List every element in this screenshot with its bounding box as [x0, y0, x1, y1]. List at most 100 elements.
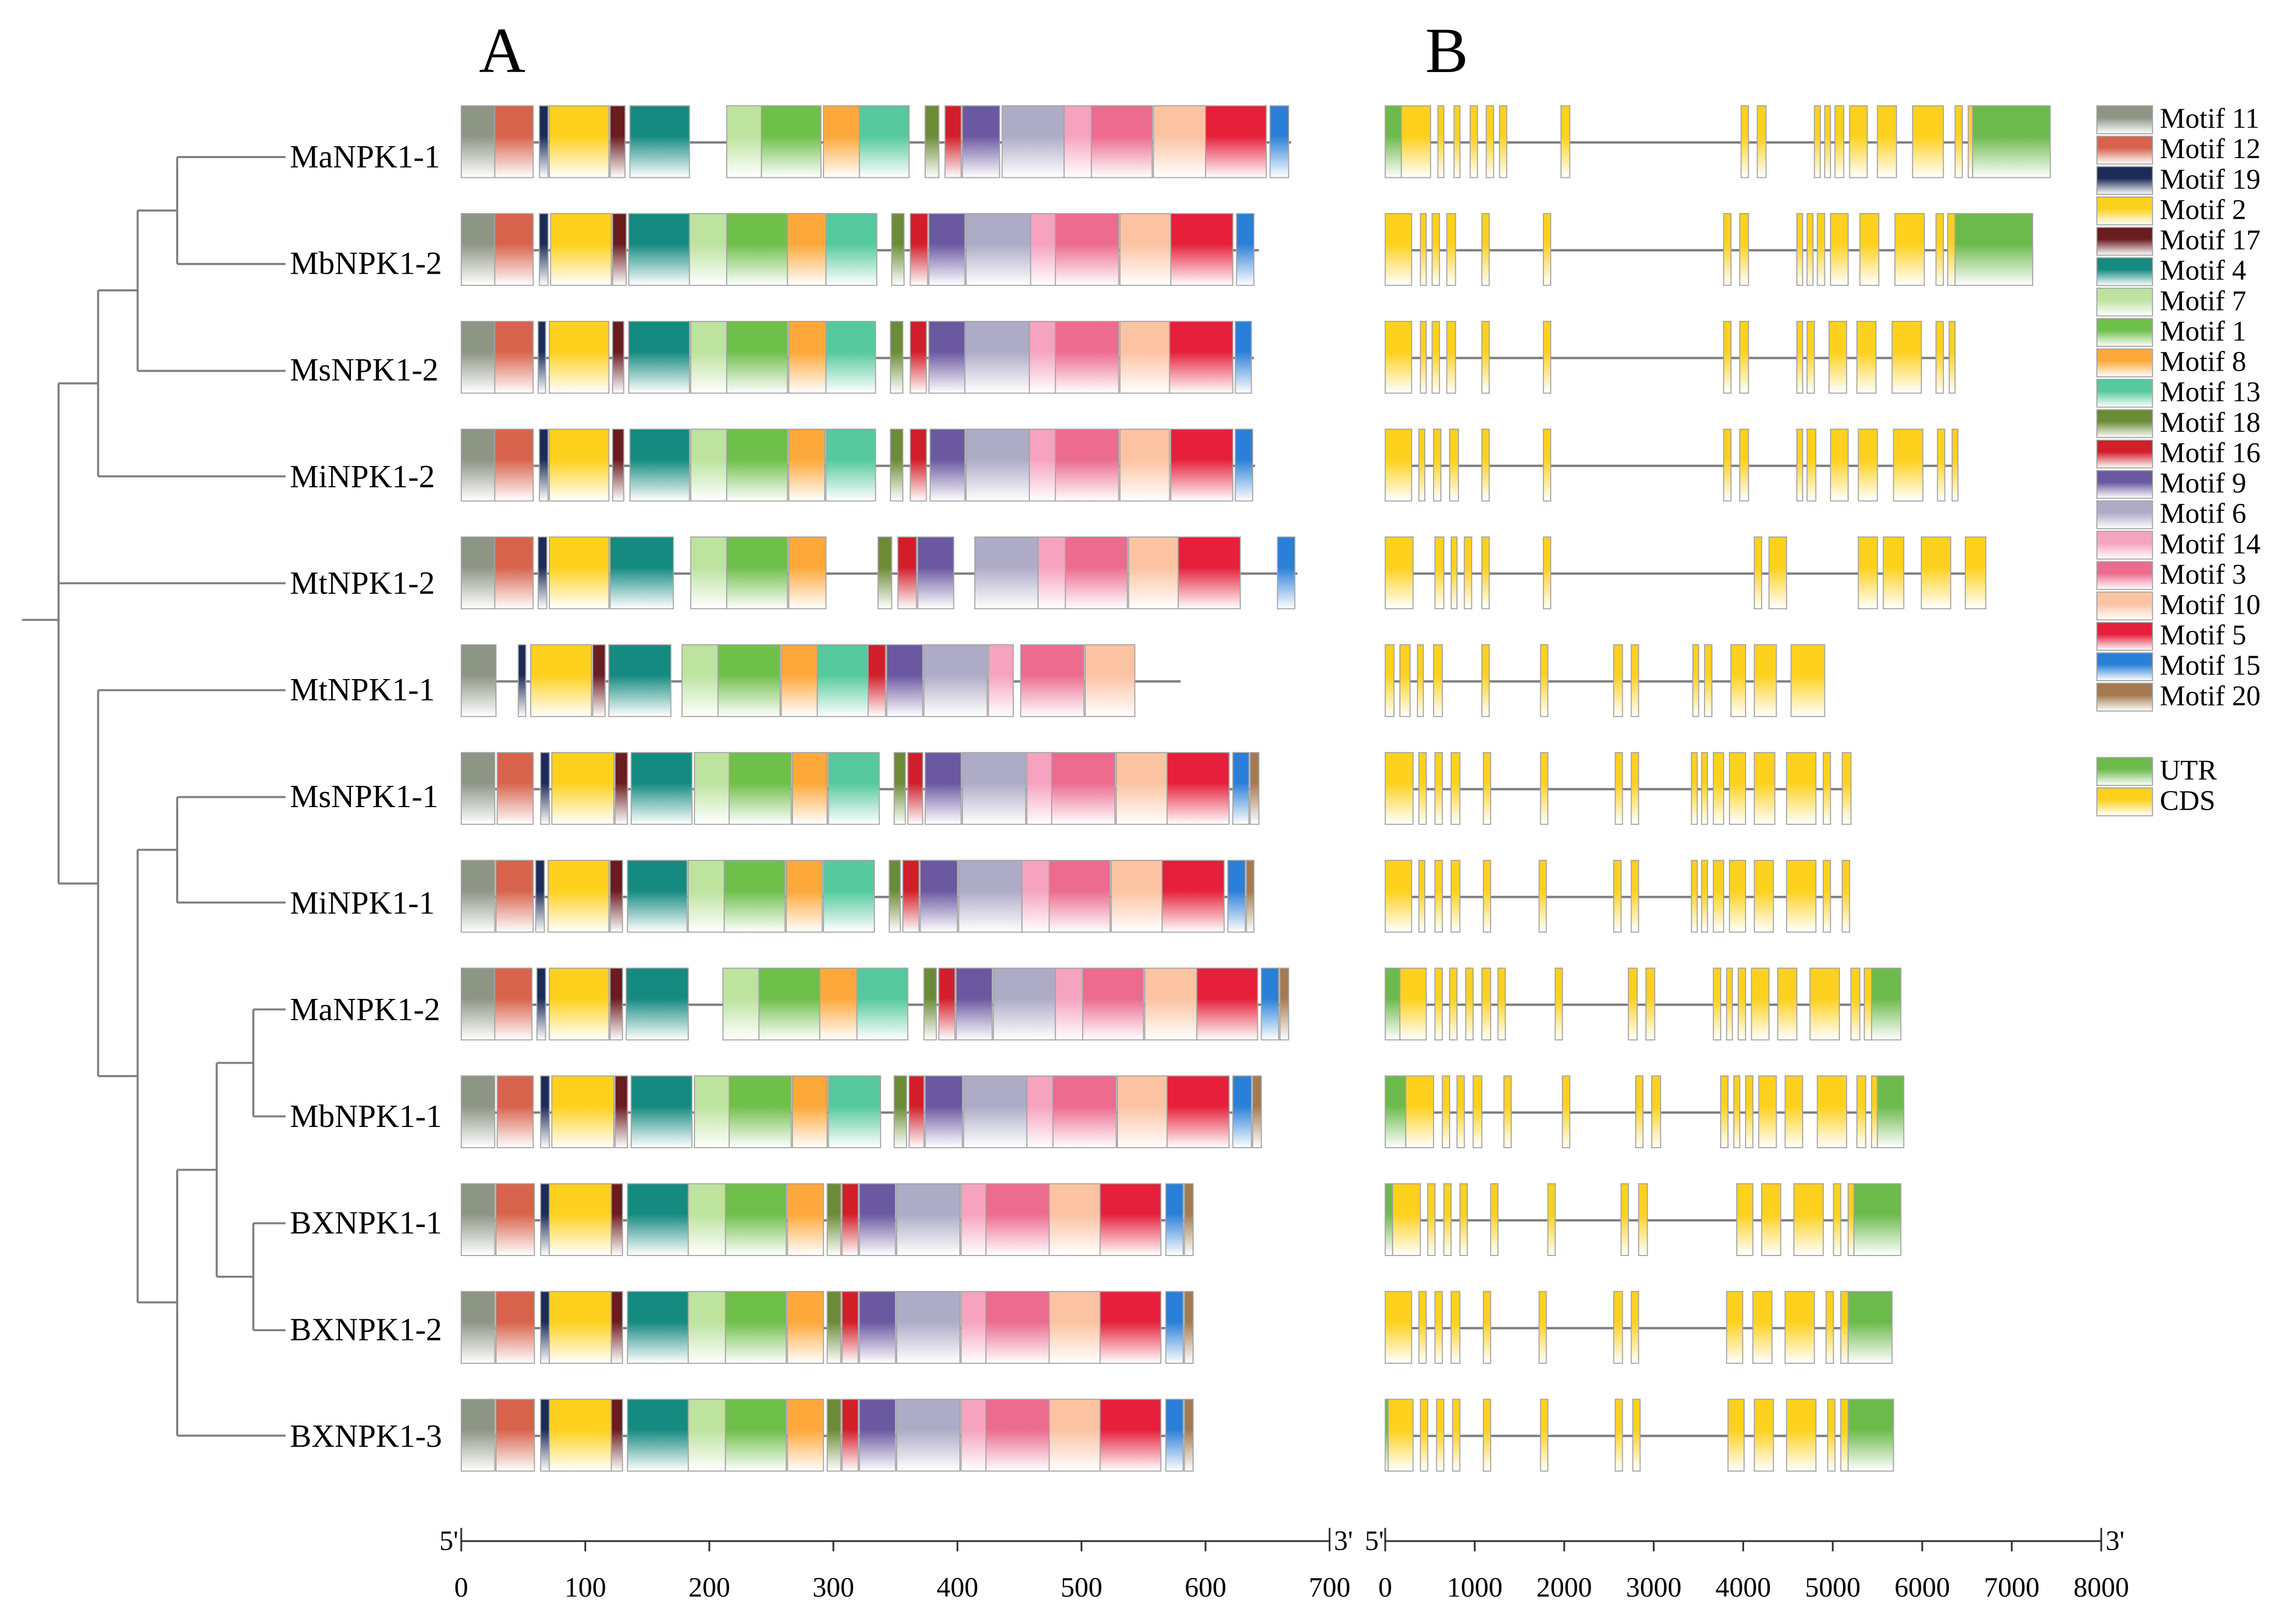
- gene-label: MaNPK1-1: [290, 139, 440, 175]
- cds-exon: [1726, 967, 1733, 1041]
- cds-exon: [1459, 1183, 1468, 1256]
- motif-18-box: [827, 1399, 842, 1472]
- motif-19-box: [540, 1183, 550, 1256]
- motif-10-box: [1048, 1183, 1101, 1256]
- cds-exon: [1733, 1075, 1740, 1149]
- cds-exon: [1465, 967, 1474, 1041]
- cds-exon: [1632, 1399, 1641, 1472]
- cds-exon: [1882, 536, 1905, 610]
- cds-exon: [1416, 644, 1424, 717]
- cds-exon: [1825, 1291, 1834, 1364]
- cds-exon: [1456, 1075, 1465, 1149]
- motif-9-box: [886, 644, 924, 717]
- cds-exon: [1739, 428, 1749, 502]
- axis-a-tick-label: 700: [1309, 1572, 1350, 1603]
- motif-16-box: [897, 536, 917, 610]
- cds-exon: [1796, 428, 1804, 502]
- cds-exon: [1483, 752, 1492, 825]
- cds-exon: [1452, 1399, 1461, 1472]
- cds-exon: [1730, 644, 1746, 717]
- motif-14-box: [960, 1183, 987, 1256]
- motif-11-box: [460, 859, 495, 933]
- motif-8-box: [788, 321, 827, 394]
- cds-exon: [1937, 428, 1946, 502]
- motif-5-box: [1161, 859, 1225, 933]
- utr-exon: [1384, 105, 1402, 178]
- motif-19-box: [538, 428, 549, 502]
- cds-exon: [1786, 752, 1817, 825]
- motif-13-box: [856, 967, 909, 1041]
- motif-19-box: [538, 213, 549, 286]
- motif-16-box: [910, 213, 928, 286]
- cds-exon: [1796, 213, 1804, 286]
- cds-exon: [1809, 967, 1840, 1041]
- cds-exon: [1651, 1075, 1662, 1149]
- structure-legend-label: CDS: [2160, 784, 2215, 816]
- motif-4-box: [627, 1399, 689, 1472]
- motif-19-box: [540, 1399, 550, 1472]
- motif-11-box: [460, 1183, 495, 1256]
- cds-exon: [1418, 859, 1426, 933]
- motif-legend-label: Motif 14: [2160, 528, 2260, 559]
- cds-exon: [1752, 1291, 1773, 1364]
- motif-14-box: [1026, 1075, 1054, 1149]
- motif-legend-label: Motif 2: [2160, 193, 2246, 225]
- cds-exon: [1464, 536, 1472, 610]
- cds-exon: [1849, 105, 1868, 178]
- motif-7-box: [690, 536, 728, 610]
- gene-label: MiNPK1-2: [290, 459, 435, 495]
- panel-label-b: B: [1425, 15, 1468, 86]
- axis-a: 5' 3' 0 100 200 300 400 500 600 700: [440, 1525, 1353, 1603]
- gene-structure-row: [1384, 213, 2033, 286]
- cds-exon: [1840, 1399, 1849, 1472]
- phylogenetic-tree: [22, 156, 286, 1437]
- cds-exon: [1543, 428, 1551, 502]
- gene-label: MsNPK1-2: [290, 352, 438, 388]
- motif-6-box: [964, 321, 1030, 394]
- motif-17-box: [612, 321, 625, 394]
- motif-16-box: [841, 1183, 859, 1256]
- motif-legend-swatch: [2096, 227, 2153, 256]
- cds-exon: [1935, 213, 1944, 286]
- motif-10-box: [1128, 536, 1179, 610]
- motif-legend-swatch: [2096, 196, 2153, 225]
- cds-exon: [1420, 321, 1427, 394]
- axis-a-tick-label: 400: [937, 1572, 978, 1603]
- gene-label: MsNPK1-1: [290, 779, 438, 814]
- cds-exon: [1614, 752, 1623, 825]
- motif-row: [460, 213, 1259, 286]
- axis-a-tick-label: 500: [1060, 1572, 1102, 1603]
- axis-b-tick-label: 4000: [1716, 1572, 1771, 1603]
- motif-2-box: [548, 1291, 612, 1364]
- motif-legend-label: Motif 7: [2160, 285, 2246, 316]
- motif-12-box: [497, 1075, 534, 1149]
- cds-exon: [1704, 644, 1713, 717]
- motif-4-box: [630, 1075, 693, 1149]
- axis-b-tick-label: 7000: [1984, 1572, 2039, 1603]
- cds-exon: [1433, 428, 1442, 502]
- motif-8-box: [823, 105, 860, 178]
- cds-exon: [1829, 321, 1847, 394]
- cds-exon: [1739, 321, 1749, 394]
- cds-exon: [1481, 213, 1490, 286]
- cds-exon: [1777, 967, 1797, 1041]
- motif-legend-label: Motif 10: [2160, 589, 2260, 620]
- motif-3-box: [1090, 105, 1153, 178]
- cds-exon: [1753, 536, 1763, 610]
- cds-exon: [1947, 213, 1956, 286]
- motif-13-box: [828, 1075, 881, 1149]
- cds-exon: [1856, 1075, 1866, 1149]
- cds-exon: [1481, 644, 1490, 717]
- motif-legend-swatch: [2096, 530, 2153, 560]
- motif-legend-swatch: [2096, 409, 2153, 439]
- motif-18-box: [894, 752, 906, 825]
- cds-exon: [1384, 644, 1395, 717]
- cds-exon: [1822, 752, 1831, 825]
- motif-19-box: [540, 1291, 550, 1364]
- motif-17-box: [611, 1291, 623, 1364]
- motif-legend-label: Motif 5: [2160, 619, 2246, 651]
- gene-structure-row: [1384, 1183, 1902, 1256]
- motif-legend-swatch: [2096, 591, 2153, 620]
- cds-exon: [1418, 752, 1427, 825]
- motif-10-box: [1119, 213, 1171, 286]
